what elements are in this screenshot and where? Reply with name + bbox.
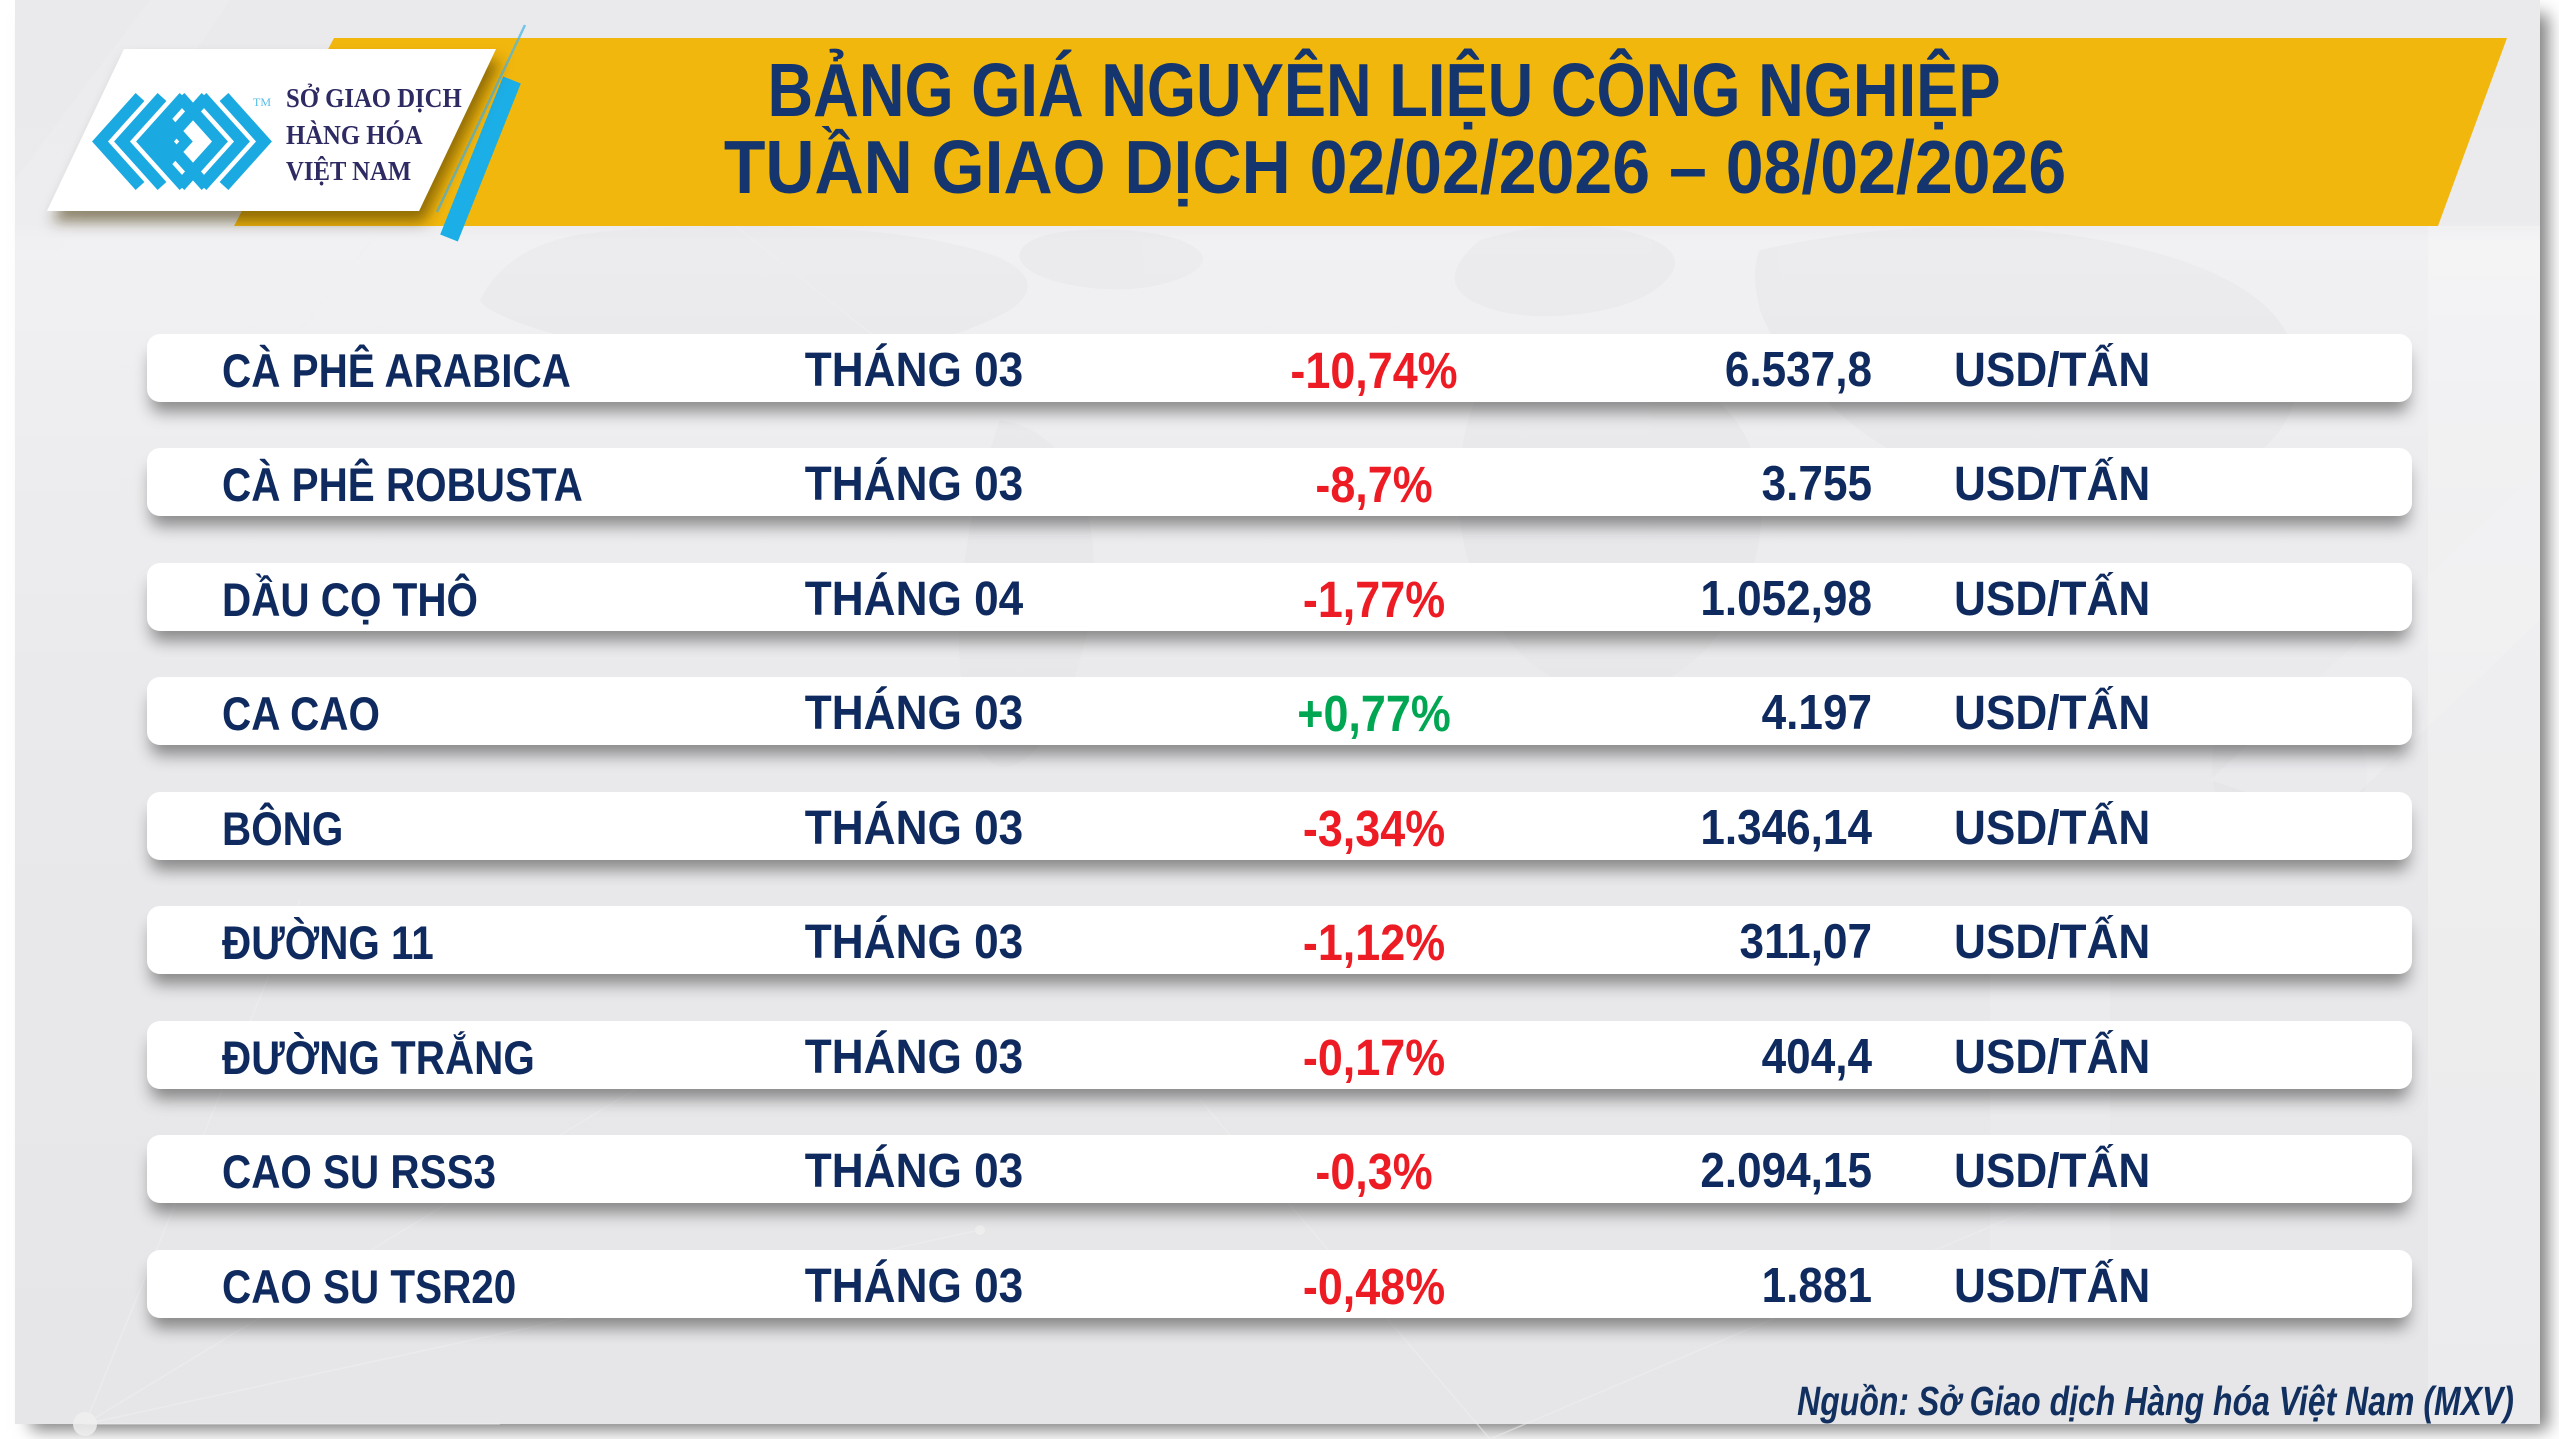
svg-text:TM: TM [253, 95, 271, 109]
